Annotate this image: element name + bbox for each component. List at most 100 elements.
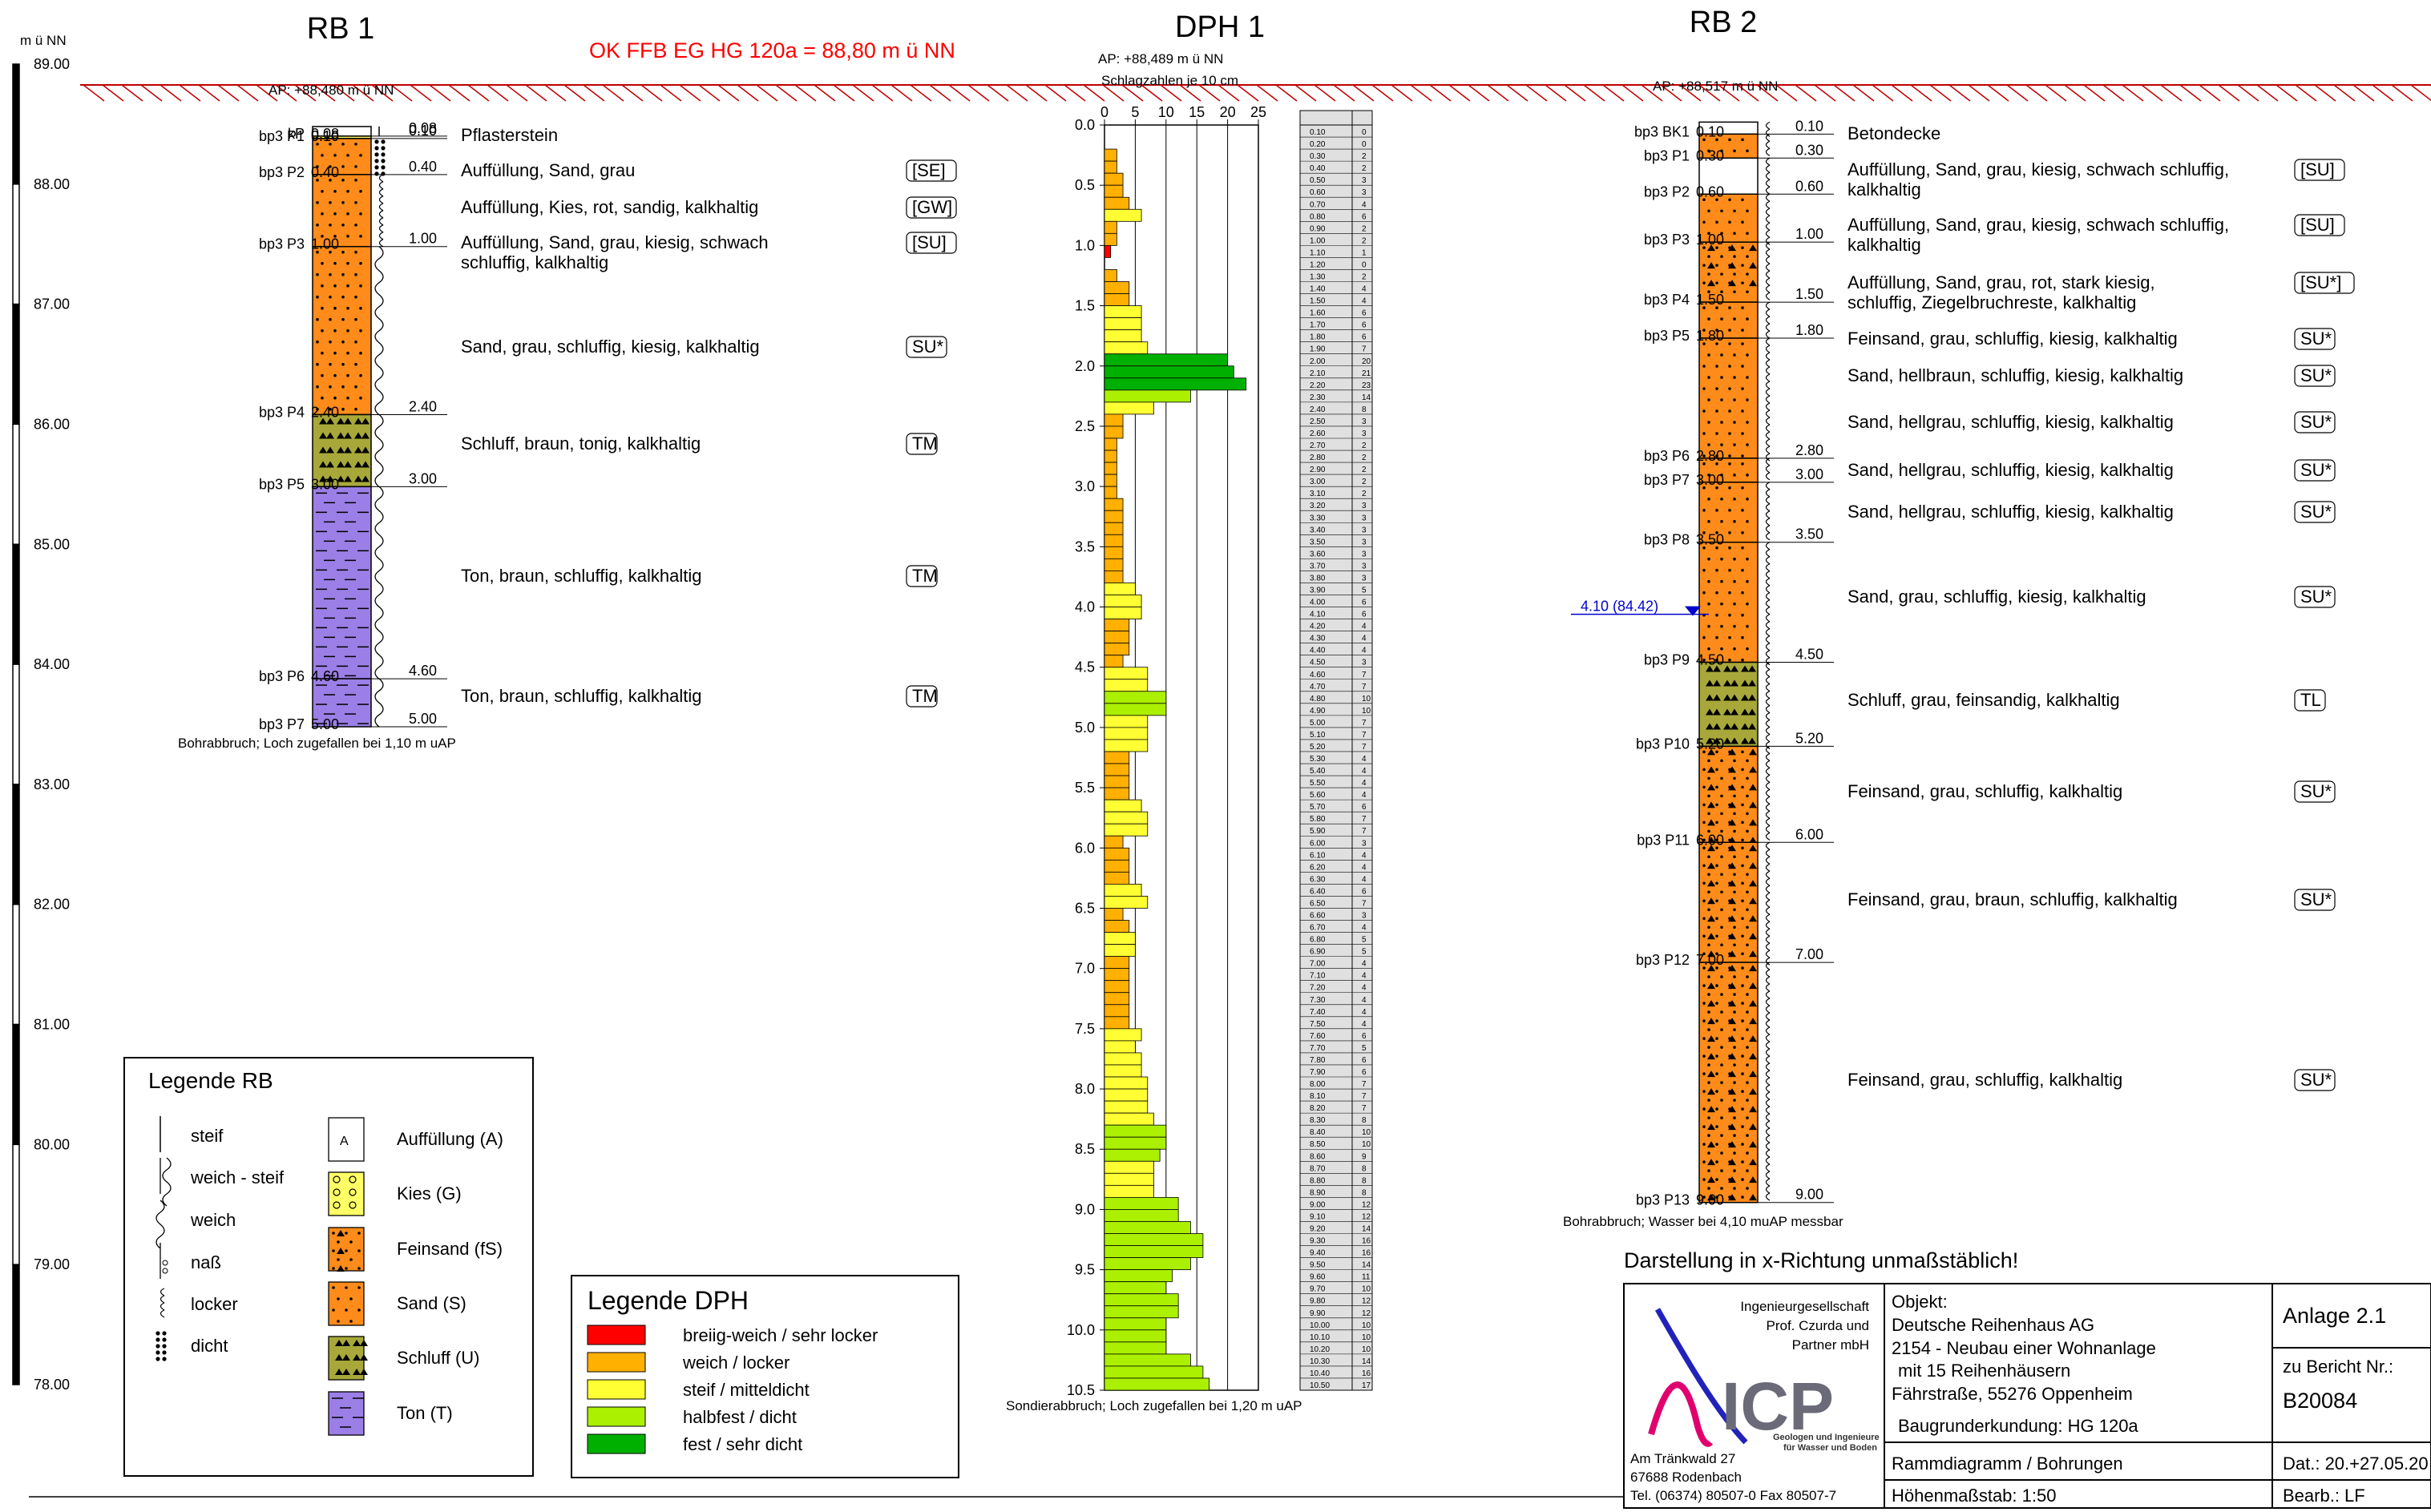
legend-material-swatch: [328, 1171, 365, 1216]
rb1-sample-name: kP: [288, 126, 305, 142]
legend-material-label: Sand (S): [397, 1293, 466, 1313]
rb2-layer-description: Schluff, grau, feinsandig, kalkhaltig: [1847, 690, 2120, 710]
dph-table-depth: 0.50: [1310, 176, 1326, 185]
dph-table-depth: 6.50: [1310, 899, 1326, 908]
legend-material-label: Schluff (U): [397, 1348, 480, 1368]
dph-table-value: 2: [1362, 466, 1367, 474]
dph-bar: [1104, 1281, 1167, 1295]
dph-table-depth: 5.80: [1310, 815, 1326, 824]
soil-fill: [329, 1172, 364, 1216]
dph-table-value: 12: [1362, 1200, 1371, 1209]
axis-tick-label: 79.00: [34, 1256, 70, 1272]
dph-table-value: 6: [1362, 803, 1367, 812]
dph-table-value: 2: [1362, 442, 1367, 450]
dph-table-value: 7: [1362, 743, 1367, 752]
dph-bar: [1104, 1052, 1142, 1066]
rb1-sample-name: bp3 P7: [259, 716, 305, 732]
dph-table-value: 4: [1362, 1008, 1367, 1017]
dph-table-depth: 0.10: [1310, 128, 1326, 137]
soil-fill: [1699, 458, 1758, 482]
dph-table-value: 2: [1362, 454, 1367, 462]
company-line-2: Prof. Czurda und: [1766, 1318, 1869, 1333]
dph-table-depth: 6.00: [1310, 839, 1326, 848]
dph-table-value: 7: [1362, 1104, 1367, 1113]
dph-bar: [1104, 546, 1124, 559]
rb1-boundary-depth: 1.00: [409, 231, 437, 247]
dph-table-value: 3: [1362, 429, 1367, 438]
dph-table-value: 3: [1362, 176, 1367, 185]
legend-material-swatch: A: [328, 1117, 365, 1162]
dph-table-value: 3: [1362, 417, 1367, 426]
dph-table-value: 4: [1362, 996, 1367, 1005]
rb2-sample-depth: 5.20: [1696, 736, 1724, 752]
dph-table-depth: 2.60: [1310, 429, 1326, 438]
dph-bar: [1104, 908, 1124, 921]
soil-fill: [329, 1282, 364, 1325]
dph-bar: [1104, 932, 1136, 945]
dph-bar: [1104, 1365, 1204, 1379]
legend-fill-letter: A: [340, 1135, 349, 1148]
rb2-boundary-depth: 7.00: [1795, 946, 1823, 962]
dph-bar: [1104, 232, 1117, 246]
dph-table-value: 6: [1362, 599, 1367, 607]
title-block: Darstellung in x-Richtung unmaßstäblich!…: [1623, 1248, 2431, 1509]
rb2-sample-name: bp3 P3: [1644, 232, 1690, 248]
legend-dph-swatch: [587, 1379, 646, 1400]
rb2-sample-depth: 3.00: [1696, 472, 1724, 488]
axis-tick-label: 83.00: [34, 776, 70, 792]
rb1-boundary-depth: 0.08: [409, 120, 437, 136]
dph-table-depth: 9.20: [1310, 1225, 1326, 1234]
axis-tick-label: 87.00: [34, 296, 70, 312]
dph-table-depth: 0.80: [1310, 212, 1326, 221]
rb1-layer: 5.00 Ton, braun, schluffig, kalkhaltig TM: [312, 678, 938, 728]
rb1-sample-name: bp3 P1: [259, 128, 305, 144]
axis-scale-bar: [12, 63, 20, 1385]
soil-fill: [313, 126, 371, 136]
rb2-soil-code: SU*: [2300, 781, 2332, 801]
dph-depth-tick: 6.0: [1075, 840, 1095, 856]
dph-table-depth: 1.20: [1310, 260, 1326, 269]
rb1-boundary-depth: 0.10: [409, 123, 437, 139]
dph-depth-tick: 10.5: [1067, 1382, 1095, 1398]
rb2-layer: 3.00 Sand, hellgrau, schluffig, kiesig, k…: [1698, 458, 2336, 483]
dph-table-depth: 6.90: [1310, 948, 1326, 957]
legend-material-swatch: [328, 1336, 368, 1381]
dph-table-value: 6: [1362, 321, 1367, 330]
dph-depth-tick: 4.5: [1075, 659, 1095, 675]
dph-bar: [1104, 571, 1124, 583]
dph-bar: [1104, 1076, 1149, 1090]
dph-table-value: 8: [1362, 405, 1367, 414]
dph-table-value: 7: [1362, 827, 1367, 836]
rb2-layer-description: Sand, hellbraun, schluffig, kiesig, kalk…: [1847, 365, 2183, 385]
dph-table-value: 4: [1362, 647, 1367, 655]
rb1-soil-code: TM: [912, 686, 938, 706]
dph-table-value: 0: [1362, 128, 1367, 137]
dph-table-value: 7: [1362, 671, 1367, 679]
dph-table-value: 21: [1362, 369, 1371, 378]
legend-dph-swatch: [587, 1352, 646, 1373]
rb1-layer: 2.40 Sand, grau, schluffig, kiesig, kalkh…: [312, 245, 947, 416]
dph-table-depth: 1.90: [1310, 345, 1326, 354]
dph-table-value: 5: [1362, 1044, 1367, 1053]
dph-table-value: 4: [1362, 863, 1367, 872]
dph-table-depth: 1.10: [1310, 248, 1326, 257]
dph-table-depth: 5.10: [1310, 731, 1326, 740]
dph-table-depth: 3.90: [1310, 586, 1326, 595]
address-line-1: Am Tränkwald 27: [1630, 1451, 1735, 1466]
dph-table-depth: 10.40: [1310, 1369, 1330, 1378]
dph-bar: [1104, 462, 1117, 475]
axis-tick-label: 78.00: [34, 1377, 70, 1393]
dph-table-depth: 2.70: [1310, 442, 1326, 450]
rb1-layer: 0.08 Pflasterstein: [312, 120, 558, 145]
dph-table-depth: 6.70: [1310, 924, 1326, 933]
dph-table-depth: 9.10: [1310, 1212, 1326, 1221]
rb1-layer-description: Auffüllung, Sand, grau, kiesig, schwach s…: [461, 232, 769, 272]
rb2-layer: 2.80 Sand, hellgrau, schluffig, kiesig, k…: [1698, 337, 2336, 462]
dph-table-depth: 5.20: [1310, 743, 1326, 752]
dph-table-depth: 1.00: [1310, 236, 1326, 245]
dph-table-depth: 8.90: [1310, 1188, 1326, 1197]
dph-table-value: 3: [1362, 526, 1367, 534]
dph-table-depth: 1.70: [1310, 321, 1326, 330]
rb2-sample-name: bp3 P4: [1644, 292, 1690, 308]
dph-table-depth: 5.70: [1310, 803, 1326, 812]
